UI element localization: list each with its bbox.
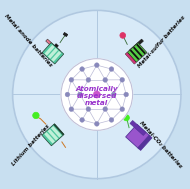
- Polygon shape: [48, 48, 58, 59]
- Text: Lithium batteries: Lithium batteries: [11, 123, 50, 166]
- Circle shape: [109, 118, 114, 122]
- Circle shape: [103, 78, 108, 82]
- Polygon shape: [51, 126, 62, 138]
- Circle shape: [61, 59, 133, 130]
- Circle shape: [65, 92, 70, 97]
- Circle shape: [86, 78, 91, 82]
- Polygon shape: [133, 47, 143, 57]
- Polygon shape: [53, 124, 64, 136]
- Circle shape: [109, 67, 114, 71]
- Circle shape: [120, 33, 126, 38]
- Circle shape: [80, 118, 84, 122]
- Polygon shape: [130, 121, 146, 136]
- Text: Metal-CO₂ batteries: Metal-CO₂ batteries: [138, 120, 183, 169]
- Polygon shape: [125, 52, 136, 64]
- Circle shape: [80, 67, 84, 71]
- Text: Atomically
dispersed
metal: Atomically dispersed metal: [75, 86, 118, 106]
- Circle shape: [123, 115, 129, 121]
- Text: Metal anode batteries: Metal anode batteries: [3, 14, 53, 68]
- Polygon shape: [127, 52, 136, 63]
- Polygon shape: [125, 43, 147, 64]
- Polygon shape: [138, 135, 152, 150]
- Polygon shape: [42, 124, 64, 146]
- Polygon shape: [130, 50, 139, 60]
- Circle shape: [120, 77, 125, 82]
- Text: Metal-sulfur batteries: Metal-sulfur batteries: [137, 15, 186, 69]
- Polygon shape: [48, 129, 58, 141]
- Polygon shape: [51, 51, 61, 62]
- Circle shape: [69, 77, 74, 82]
- Circle shape: [111, 92, 116, 97]
- Circle shape: [93, 91, 100, 98]
- Circle shape: [78, 92, 82, 97]
- Polygon shape: [44, 45, 55, 56]
- Polygon shape: [126, 124, 150, 149]
- Circle shape: [124, 92, 128, 97]
- Polygon shape: [63, 32, 68, 37]
- Polygon shape: [55, 44, 59, 47]
- Polygon shape: [42, 43, 64, 64]
- Circle shape: [86, 107, 91, 111]
- Circle shape: [94, 122, 99, 126]
- Circle shape: [120, 107, 125, 112]
- Polygon shape: [46, 39, 60, 53]
- Circle shape: [13, 10, 181, 179]
- Polygon shape: [129, 39, 143, 53]
- Polygon shape: [44, 132, 55, 143]
- Circle shape: [94, 63, 99, 67]
- Circle shape: [103, 107, 108, 111]
- Circle shape: [33, 112, 39, 119]
- Circle shape: [69, 107, 74, 112]
- Polygon shape: [136, 44, 146, 54]
